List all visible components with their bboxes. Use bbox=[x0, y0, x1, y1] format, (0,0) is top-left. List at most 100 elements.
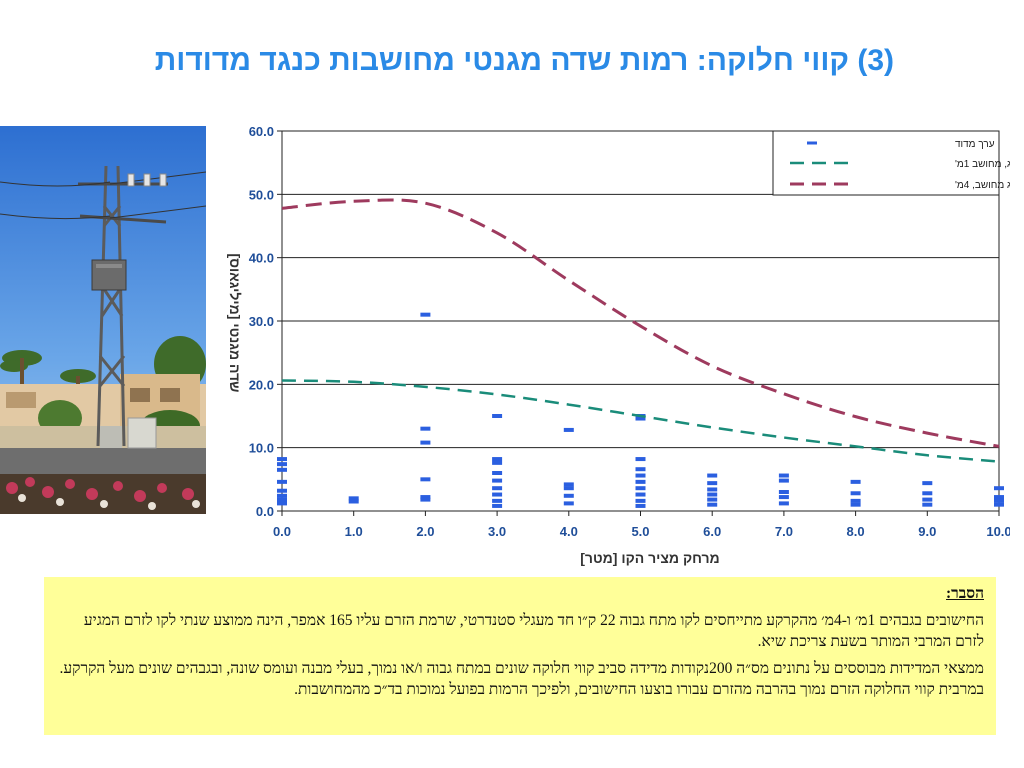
measured-point-34 bbox=[635, 473, 646, 478]
x-tick-label-9: 9.0 bbox=[918, 524, 936, 539]
explanation-paragraph-2: ממצאי המדידות מבוססים על נתונים מס״ה 200… bbox=[59, 660, 984, 698]
y-tick-label-0: 0.0 bbox=[256, 504, 274, 519]
measured-point-18 bbox=[492, 460, 503, 465]
measured-point-10 bbox=[420, 312, 431, 317]
measured-point-55 bbox=[922, 481, 933, 486]
measured-point-19 bbox=[492, 471, 503, 475]
legend-label-1: מ"ג, מחושב 1מ' bbox=[955, 159, 1010, 170]
measured-point-52 bbox=[850, 491, 861, 496]
measured-point-9 bbox=[348, 499, 359, 504]
legend-swatch-0 bbox=[807, 141, 817, 145]
measured-point-15 bbox=[420, 497, 431, 502]
utility-pole-photo bbox=[0, 126, 206, 514]
measured-point-2 bbox=[277, 467, 287, 472]
measured-point-1 bbox=[277, 462, 287, 467]
measured-point-8 bbox=[348, 496, 359, 501]
measured-point-28 bbox=[563, 493, 574, 498]
measured-point-13 bbox=[420, 477, 431, 482]
measured-point-53 bbox=[850, 498, 861, 503]
measured-point-36 bbox=[635, 486, 646, 491]
measured-point-27 bbox=[563, 486, 574, 491]
measured-point-56 bbox=[922, 491, 933, 496]
explanation-box: הסבר: החישובים בגבהים 1מ׳ ו-4מ׳ מהקרקע מ… bbox=[44, 577, 996, 735]
measured-point-33 bbox=[635, 467, 646, 472]
measured-point-39 bbox=[635, 503, 646, 508]
series-line-2 bbox=[281, 198, 1000, 448]
measured-point-61 bbox=[994, 498, 1004, 503]
measured-point-12 bbox=[420, 440, 431, 445]
measured-point-59 bbox=[994, 486, 1004, 491]
measured-point-44 bbox=[707, 497, 718, 502]
measured-point-14 bbox=[420, 495, 431, 500]
x-tick-label-4: 4.0 bbox=[560, 524, 578, 539]
measured-point-47 bbox=[778, 478, 789, 483]
measured-point-46 bbox=[778, 473, 789, 478]
y-axis-label: שדה מגנטי [מיליגאוס] bbox=[227, 254, 243, 393]
x-tick-label-3: 3.0 bbox=[488, 524, 506, 539]
measured-point-11 bbox=[420, 426, 431, 431]
y-tick-label-3: 30.0 bbox=[249, 314, 274, 329]
y-tick-label-4: 40.0 bbox=[249, 251, 274, 266]
measured-point-51 bbox=[850, 479, 861, 484]
measured-point-25 bbox=[563, 427, 574, 432]
legend-label-2: מ"ג מחושב, 4מ' bbox=[955, 180, 1010, 191]
x-tick-label-1: 1.0 bbox=[345, 524, 363, 539]
measured-point-5 bbox=[277, 493, 287, 498]
measured-point-22 bbox=[492, 492, 503, 497]
measured-point-60 bbox=[994, 495, 1004, 500]
measured-point-57 bbox=[922, 497, 933, 502]
measured-point-32 bbox=[635, 457, 646, 462]
measured-point-4 bbox=[277, 488, 287, 493]
series-line-1 bbox=[281, 379, 1000, 463]
x-tick-label-10: 10.0 bbox=[986, 524, 1010, 539]
measured-point-7 bbox=[277, 501, 287, 506]
measured-point-20 bbox=[492, 478, 503, 483]
explanation-paragraph-1: החישובים בגבהים 1מ׳ ו-4מ׳ מהקרקע מתייחסי… bbox=[83, 612, 984, 650]
x-tick-labels: 0.0 1.0 2.0 3.0 4.0 5.0 6.0 7.0 8.0 9.0 10.0 bbox=[273, 524, 1010, 539]
measured-point-45 bbox=[707, 502, 718, 507]
measured-point-16 bbox=[492, 414, 503, 418]
measured-point-3 bbox=[277, 479, 287, 484]
chart-legend: ערך מדוד מ"ג, מחושב 1מ' מ"ג מחושב, 4מ' bbox=[772, 130, 1010, 196]
measured-point-50 bbox=[778, 501, 789, 506]
measured-point-24 bbox=[492, 503, 503, 508]
x-tick-label-6: 6.0 bbox=[703, 524, 721, 539]
measured-point-21 bbox=[492, 486, 503, 491]
measured-point-54 bbox=[850, 502, 861, 507]
y-tick-label-6: 60.0 bbox=[249, 124, 274, 139]
measured-point-29 bbox=[563, 501, 574, 506]
measured-point-43 bbox=[707, 492, 718, 497]
y-tick-labels: 0.0 10.0 20.0 30.0 40.0 50.0 60.0 bbox=[249, 124, 274, 519]
x-tick-label-2: 2.0 bbox=[416, 524, 434, 539]
y-tick-label-5: 50.0 bbox=[249, 187, 274, 202]
x-axis-label: מרחק מציר הקו [מטר] bbox=[580, 550, 719, 566]
measured-point-62 bbox=[994, 502, 1004, 507]
magnetic-field-chart: 0.0 1.0 2.0 3.0 4.0 5.0 6.0 7.0 8.0 9.0 10.0 0.0 10… bbox=[227, 124, 1010, 566]
measured-point-17 bbox=[492, 457, 503, 462]
measured-point-0 bbox=[277, 457, 287, 462]
measured-point-35 bbox=[635, 479, 646, 484]
measured-point-38 bbox=[635, 498, 646, 503]
measured-point-23 bbox=[492, 498, 503, 503]
x-tick-label-5: 5.0 bbox=[631, 524, 649, 539]
measured-point-31 bbox=[635, 416, 646, 421]
legend-label-0: ערך מדוד bbox=[955, 139, 995, 150]
measured-point-40 bbox=[707, 473, 718, 478]
measured-point-42 bbox=[707, 487, 718, 492]
x-tick-label-0: 0.0 bbox=[273, 524, 291, 539]
x-tick-label-7: 7.0 bbox=[775, 524, 793, 539]
x-tick-label-8: 8.0 bbox=[847, 524, 865, 539]
slide-title: (3) קווי חלוקה: רמות שדה מגנטי מחושבות כ… bbox=[154, 44, 894, 77]
measured-point-37 bbox=[635, 492, 646, 497]
measured-point-6 bbox=[277, 497, 287, 502]
measured-point-26 bbox=[563, 482, 574, 487]
plot-frame bbox=[281, 130, 1000, 512]
explanation-heading: הסבר: bbox=[946, 585, 984, 602]
chart-series bbox=[277, 198, 1004, 508]
measured-point-48 bbox=[778, 490, 789, 494]
y-tick-label-2: 20.0 bbox=[249, 377, 274, 392]
measured-point-58 bbox=[922, 502, 933, 507]
measured-point-41 bbox=[707, 481, 718, 486]
measured-point-49 bbox=[778, 495, 789, 500]
y-tick-label-1: 10.0 bbox=[249, 441, 274, 456]
